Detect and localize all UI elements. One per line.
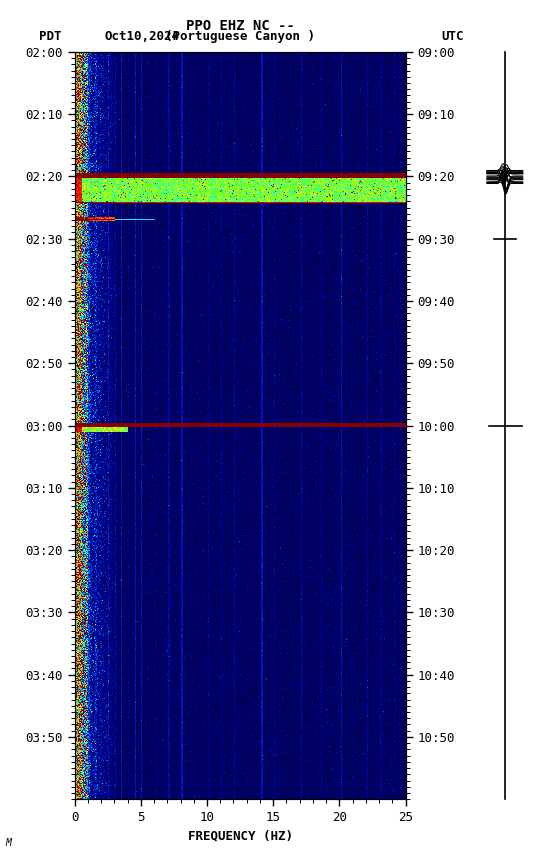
Text: UTC: UTC	[442, 30, 464, 43]
X-axis label: FREQUENCY (HZ): FREQUENCY (HZ)	[188, 829, 293, 842]
Text: M: M	[6, 838, 12, 848]
Text: (Portuguese Canyon ): (Portuguese Canyon )	[165, 30, 315, 43]
Text: PDT: PDT	[39, 30, 61, 43]
Text: PPO EHZ NC --: PPO EHZ NC --	[185, 19, 295, 33]
Text: Oct10,2024: Oct10,2024	[105, 30, 180, 43]
